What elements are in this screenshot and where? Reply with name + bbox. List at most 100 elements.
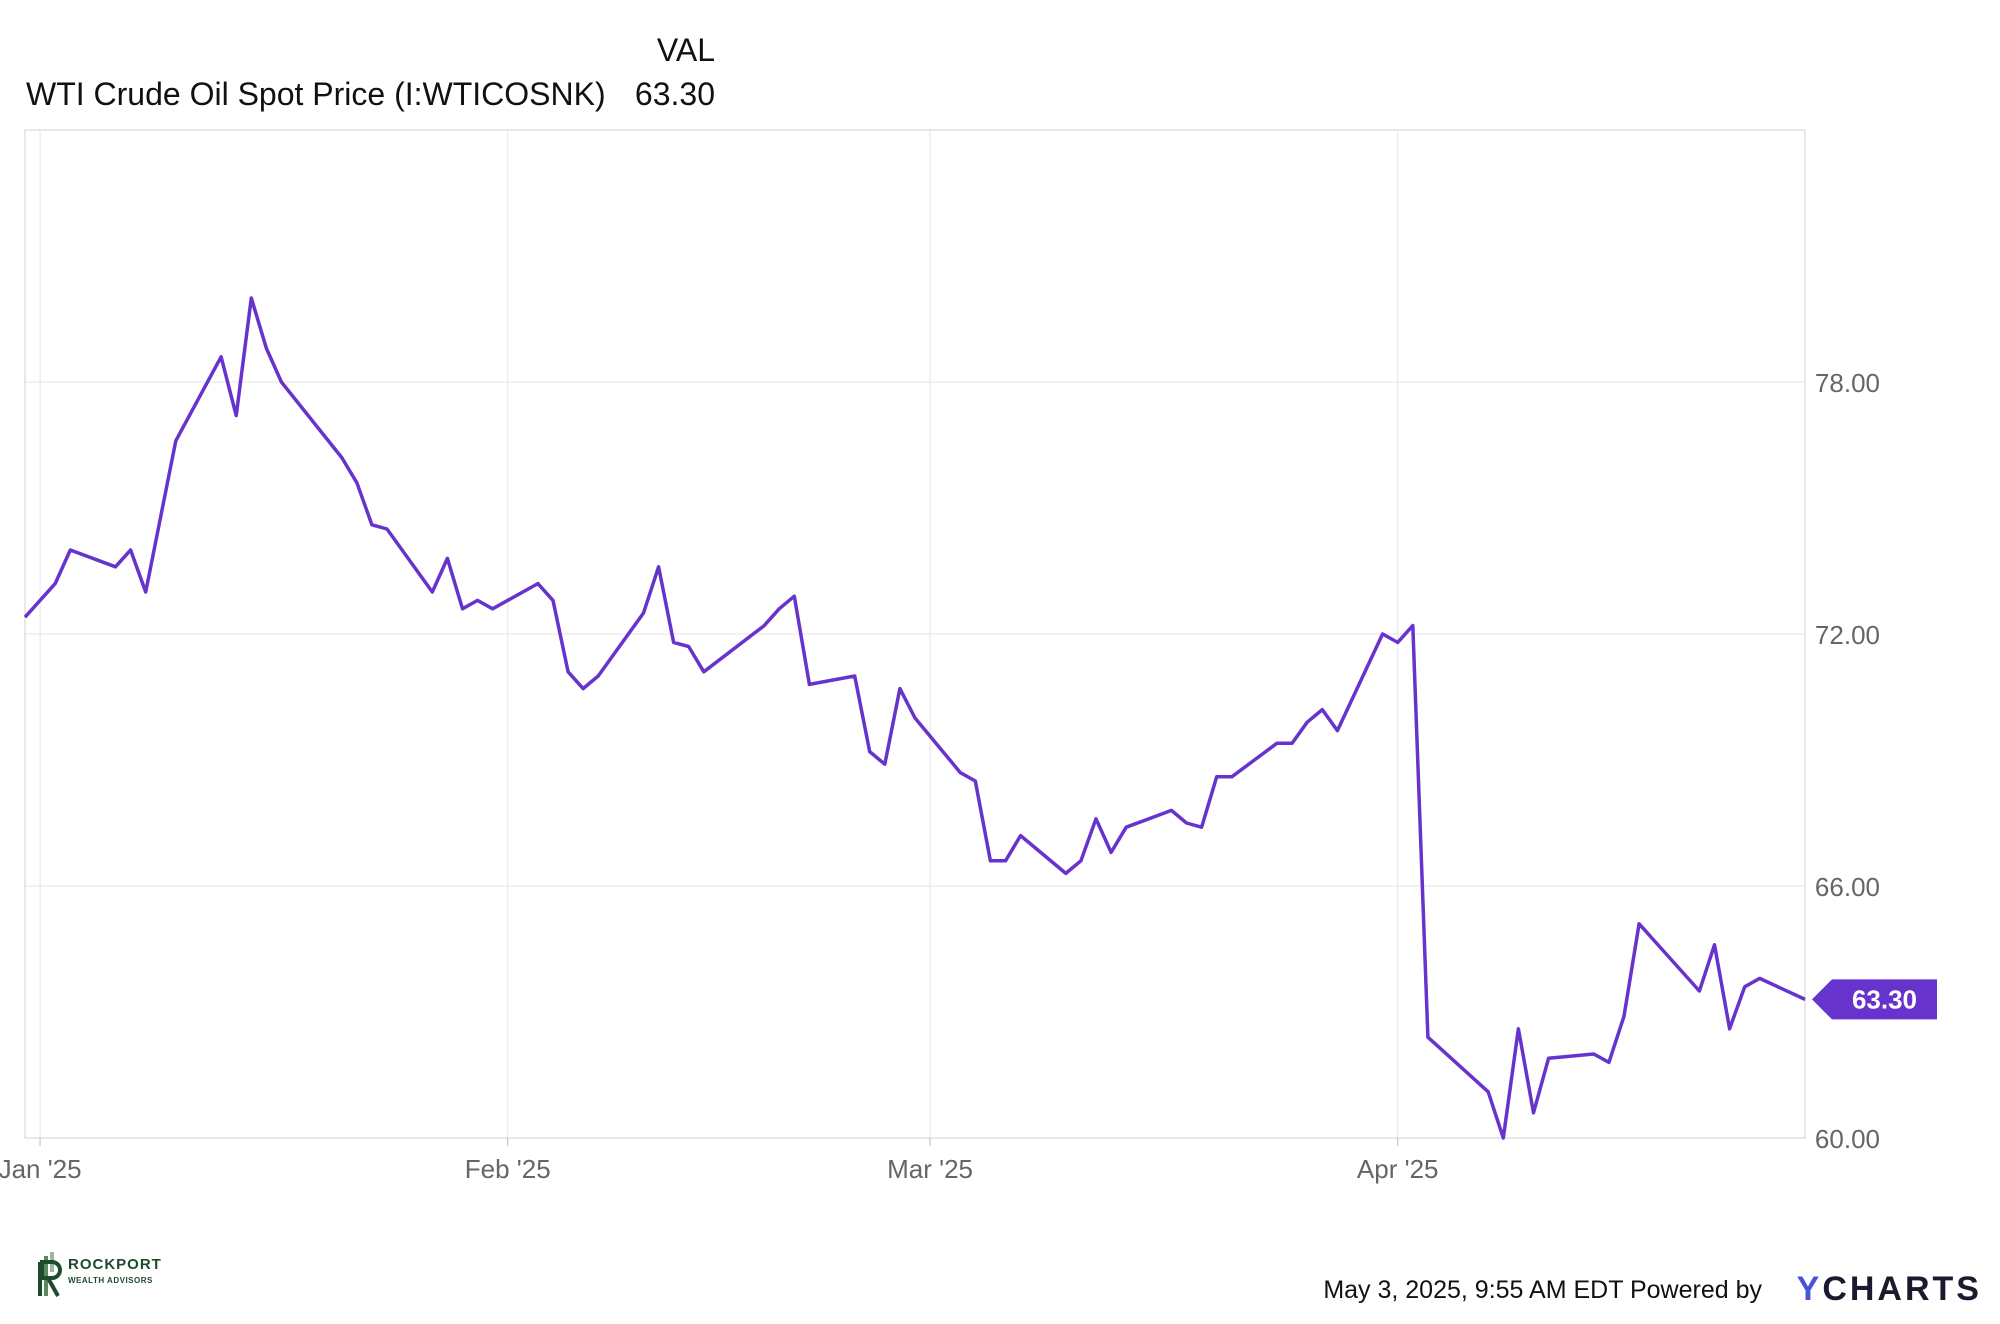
y-tick-label: 66.00 [1815, 872, 1880, 902]
powered-by-text: Powered by [1629, 1276, 1762, 1304]
data-point[interactable] [366, 519, 378, 531]
data-point[interactable] [125, 544, 137, 556]
data-point[interactable] [1000, 855, 1012, 867]
data-point[interactable] [637, 607, 649, 619]
data-point[interactable] [1090, 813, 1102, 825]
data-point[interactable] [441, 552, 453, 564]
data-point[interactable] [1377, 628, 1389, 640]
data-point[interactable] [1512, 1023, 1524, 1035]
data-point[interactable] [1633, 918, 1645, 930]
rockport-subtitle: WEALTH ADVISORS [68, 1276, 153, 1285]
y-tick-label: 60.00 [1815, 1124, 1880, 1154]
last-value-tag-shape [1812, 979, 1937, 1020]
last-value-tag: 63.30 [1812, 979, 1937, 1020]
data-point[interactable] [788, 590, 800, 602]
data-point[interactable] [1708, 939, 1720, 951]
data-point[interactable] [1527, 1107, 1539, 1119]
data-point[interactable] [245, 292, 257, 304]
data-point[interactable] [1316, 704, 1328, 716]
data-point[interactable] [1603, 1056, 1615, 1068]
data-point[interactable] [230, 410, 242, 422]
data-point[interactable] [1724, 1023, 1736, 1035]
data-point[interactable] [1739, 981, 1751, 993]
data-point[interactable] [456, 603, 468, 615]
data-point[interactable] [1301, 716, 1313, 728]
data-point[interactable] [1482, 1086, 1494, 1098]
data-point[interactable] [1497, 1132, 1509, 1144]
data-point[interactable] [351, 477, 363, 489]
data-point[interactable] [1422, 1031, 1434, 1043]
data-point[interactable] [1407, 620, 1419, 632]
data-point[interactable] [547, 594, 559, 606]
data-point[interactable] [215, 351, 227, 363]
y-tick-label: 72.00 [1815, 620, 1880, 650]
data-point[interactable] [1060, 867, 1072, 879]
data-point[interactable] [64, 544, 76, 556]
data-point[interactable] [1165, 804, 1177, 816]
data-point[interactable] [1799, 993, 1811, 1005]
data-point[interactable] [426, 586, 438, 598]
data-point[interactable] [260, 342, 272, 354]
data-point[interactable] [1105, 846, 1117, 858]
data-point[interactable] [577, 683, 589, 695]
chart-grid [25, 130, 1805, 1139]
data-point[interactable] [49, 578, 61, 590]
legend-series-value: 63.30 [634, 76, 715, 112]
chart-legend: VAL WTI Crude Oil Spot Price (I:WTICOSNK… [0, 0, 760, 130]
data-point[interactable] [562, 666, 574, 678]
data-point[interactable] [954, 767, 966, 779]
y-tick-label: 78.00 [1815, 368, 1880, 398]
series-points [19, 292, 1811, 1144]
data-point[interactable] [758, 620, 770, 632]
data-point[interactable] [532, 578, 544, 590]
data-point[interactable] [849, 670, 861, 682]
last-value-label: 63.30 [1852, 984, 1917, 1014]
data-point[interactable] [984, 855, 996, 867]
data-point[interactable] [1211, 771, 1223, 783]
data-point[interactable] [668, 636, 680, 648]
x-tick-label: Feb '25 [465, 1154, 551, 1184]
data-point[interactable] [1693, 985, 1705, 997]
data-point[interactable] [381, 523, 393, 535]
ycharts-logo[interactable]: YCHARTS [1797, 1270, 1982, 1309]
data-point[interactable] [894, 683, 906, 695]
x-tick-label: Apr '25 [1357, 1154, 1439, 1184]
data-point[interactable] [1331, 725, 1343, 737]
data-point[interactable] [1120, 821, 1132, 833]
data-point[interactable] [110, 561, 122, 573]
data-point[interactable] [140, 586, 152, 598]
data-point[interactable] [1271, 737, 1283, 749]
data-point[interactable] [1226, 771, 1238, 783]
data-point[interactable] [592, 670, 604, 682]
data-point[interactable] [653, 561, 665, 573]
data-point[interactable] [1196, 821, 1208, 833]
rockport-name: ROCKPORT [68, 1256, 162, 1273]
data-point[interactable] [1181, 817, 1193, 829]
data-point[interactable] [275, 376, 287, 388]
data-point[interactable] [879, 758, 891, 770]
legend-series-name[interactable]: WTI Crude Oil Spot Price (I:WTICOSNK) [26, 76, 606, 112]
data-point[interactable] [1588, 1048, 1600, 1060]
data-point[interactable] [1392, 636, 1404, 648]
data-point[interactable] [19, 611, 31, 623]
data-point[interactable] [969, 775, 981, 787]
data-point[interactable] [909, 712, 921, 724]
data-point[interactable] [773, 603, 785, 615]
data-point[interactable] [1543, 1052, 1555, 1064]
data-point[interactable] [1015, 830, 1027, 842]
data-point[interactable] [1075, 855, 1087, 867]
data-point[interactable] [864, 746, 876, 758]
data-point[interactable] [698, 666, 710, 678]
ycharts-logo-y: Y [1796, 1270, 1823, 1308]
x-tick-label: Jan '25 [0, 1154, 82, 1184]
data-point[interactable] [336, 452, 348, 464]
data-point[interactable] [170, 435, 182, 447]
data-point[interactable] [487, 603, 499, 615]
footer-timestamp: May 3, 2025, 9:55 AM EDT Powered by [1323, 1276, 1762, 1305]
data-point[interactable] [1754, 972, 1766, 984]
data-point[interactable] [683, 641, 695, 653]
data-point[interactable] [1286, 737, 1298, 749]
data-point[interactable] [803, 678, 815, 690]
data-point[interactable] [472, 594, 484, 606]
data-point[interactable] [1618, 1010, 1630, 1022]
